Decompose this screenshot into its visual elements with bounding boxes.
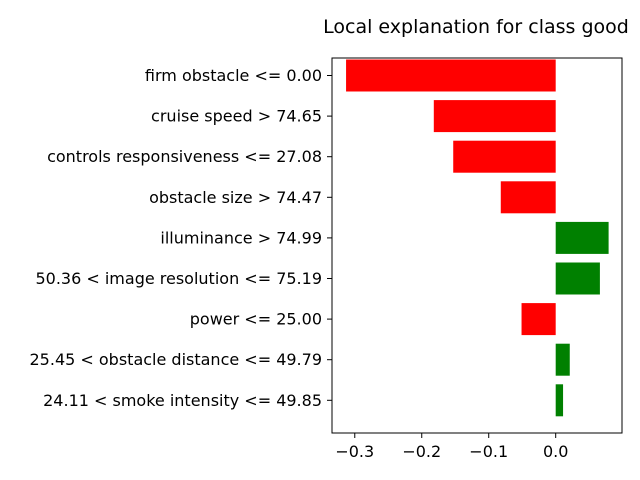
y-tick-label: obstacle size > 74.47 [149,188,322,207]
bar-0 [346,59,556,92]
x-tick-label: −0.2 [402,442,441,461]
bar-6 [521,303,556,336]
bar-8 [555,384,564,417]
y-tick-label: illuminance > 74.99 [160,228,322,247]
y-tick-label: 50.36 < image resolution <= 75.19 [35,269,322,288]
y-tick-label: 24.11 < smoke intensity <= 49.85 [43,391,322,410]
y-tick-label: cruise speed > 74.65 [151,107,322,126]
bar-5 [555,262,600,295]
y-tick-label: 25.45 < obstacle distance <= 49.79 [30,350,323,369]
bar-group [346,59,609,417]
bar-4 [555,221,609,254]
x-tick-label: −0.3 [335,442,374,461]
chart-title: Local explanation for class good [323,16,629,38]
x-axis-ticks: −0.3 −0.2 −0.1 0.0 [335,433,568,461]
bar-3 [500,181,556,214]
y-tick-label: firm obstacle <= 0.00 [145,66,322,85]
y-tick-label: power <= 25.00 [190,310,322,329]
bar-7 [555,343,570,376]
bar-2 [453,140,556,173]
x-tick-label: 0.0 [543,442,568,461]
y-axis-ticks: firm obstacle <= 0.00 cruise speed > 74.6… [30,66,332,410]
x-tick-label: −0.1 [469,442,508,461]
bar-1 [433,100,556,133]
plot-frame [331,57,623,434]
y-tick-label: controls responsiveness <= 27.08 [47,147,322,166]
